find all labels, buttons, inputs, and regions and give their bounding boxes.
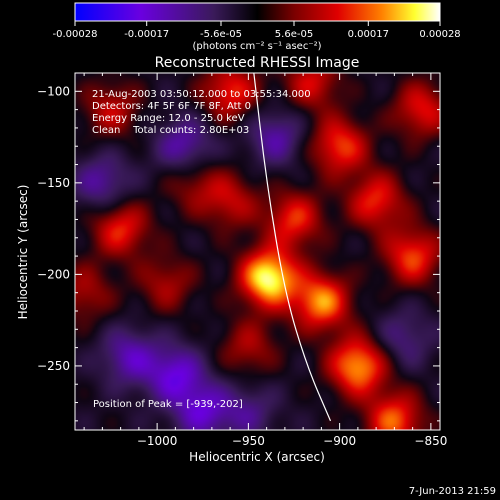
colorbar-tick-label: -0.00028 (53, 29, 98, 40)
x-tick-label: −900 (323, 434, 356, 448)
colorbar (74, 2, 441, 22)
y-tick-label: −200 (37, 267, 70, 281)
colorbar-tick-label: -0.00017 (124, 29, 169, 40)
x-axis-ticks: −1000 −950 −900 −850 (83, 73, 447, 448)
colorbar-tick-label: 5.6e-05 (275, 29, 313, 40)
y-axis-ticks: −100 −150 −200 −250 (37, 72, 440, 422)
annotation-energy: Energy Range: 12.0 - 25.0 keV (92, 113, 245, 124)
solar-limb-line (253, 73, 332, 422)
colorbar-tick-label: -5.6e-05 (200, 29, 242, 40)
x-tick-label: −1000 (137, 434, 178, 448)
y-tick-label: −250 (37, 359, 70, 373)
x-axis-label: Heliocentric X (arcsec) (189, 450, 325, 464)
colorbar-tick-label: 0.00028 (419, 29, 460, 40)
chart-title: Reconstructed RHESSI Image (155, 55, 360, 71)
peak-position-label: Position of Peak = [-939,-202] (93, 399, 243, 410)
x-tick-label: −950 (232, 434, 265, 448)
colorbar-units: (photons cm⁻² s⁻¹ asec⁻²) (192, 41, 321, 52)
x-tick-label: −850 (414, 434, 447, 448)
annotation-time: 21-Aug-2003 03:50:12.000 to 03:55:34.000 (92, 89, 311, 100)
colorbar-tick-label: 0.00017 (348, 29, 389, 40)
annotation-detectors: Detectors: 4F 5F 6F 7F 8F, Att 0 (92, 101, 251, 112)
y-axis-label: Heliocentric Y (arcsec) (16, 185, 30, 320)
colorbar-ticks: -0.00028 -0.00017 -5.6e-05 5.6e-05 0.00017 0.… (53, 21, 461, 40)
plot-frame (74, 72, 441, 431)
annotation-clean: Clean Total counts: 2.80E+03 (92, 125, 249, 136)
y-tick-label: −150 (37, 176, 70, 190)
footer-timestamp: 7-Jun-2013 21:59 (409, 486, 496, 497)
heatmap-image (75, 73, 440, 430)
y-tick-label: −100 (37, 84, 70, 98)
